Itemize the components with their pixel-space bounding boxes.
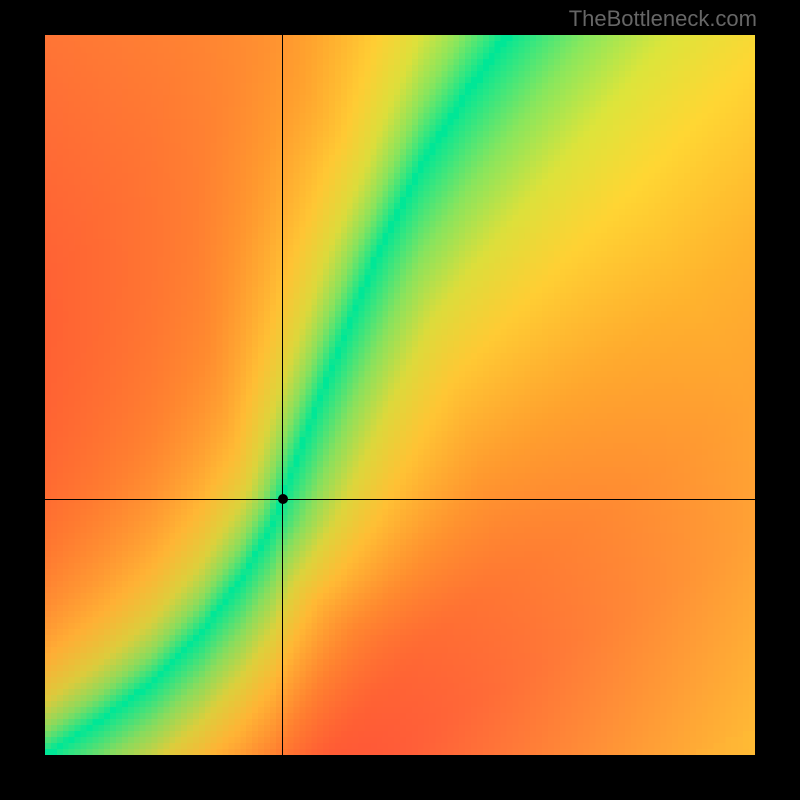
bottleneck-heatmap (45, 35, 755, 755)
chart-container: TheBottleneck.com (0, 0, 800, 800)
crosshair-horizontal (45, 499, 755, 500)
crosshair-vertical (282, 35, 283, 755)
watermark-text: TheBottleneck.com (569, 6, 757, 32)
crosshair-marker (278, 494, 288, 504)
